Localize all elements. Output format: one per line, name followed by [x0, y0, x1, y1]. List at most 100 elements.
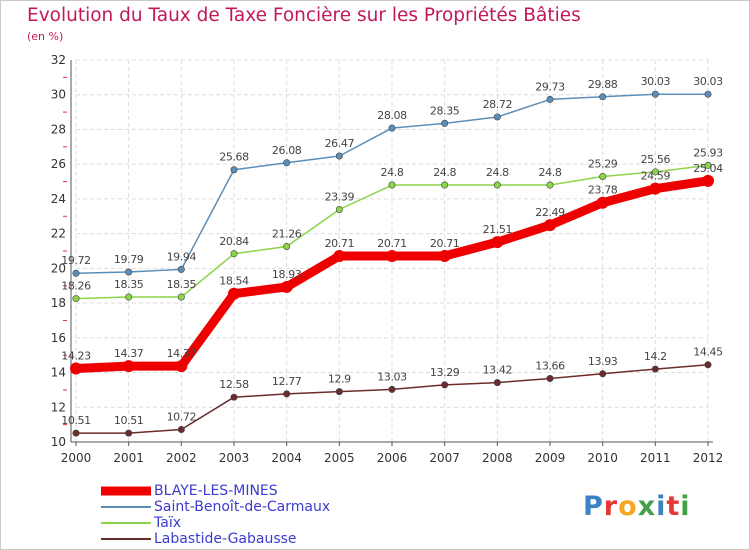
y-tick-label: 24	[51, 192, 66, 206]
data-label: 13.93	[588, 355, 618, 368]
data-label: 19.72	[61, 254, 91, 267]
x-tick-label: 2004	[271, 451, 302, 465]
data-point	[177, 293, 185, 301]
logo-letter: r	[603, 491, 619, 522]
data-label: 26.08	[272, 144, 302, 157]
y-tick-label: 14	[51, 366, 66, 380]
data-label: 24.59	[641, 170, 671, 183]
x-tick-label: 2010	[587, 451, 618, 465]
y-tick-label: 30	[51, 88, 66, 102]
data-point	[544, 219, 556, 232]
data-label: 12.58	[219, 378, 249, 391]
data-point	[72, 429, 80, 437]
logo-letter: i	[656, 491, 667, 522]
legend-label: Labastide-Gabausse	[154, 531, 297, 547]
data-point	[177, 265, 185, 273]
data-point	[72, 269, 80, 277]
y-tick-label: 18	[51, 296, 66, 310]
data-label: 21.26	[272, 227, 302, 240]
data-label: 14.45	[693, 346, 723, 359]
data-point	[283, 390, 291, 398]
data-label: 29.73	[535, 80, 565, 93]
data-label: 13.29	[430, 366, 460, 379]
data-point	[441, 381, 449, 389]
data-label: 20.84	[219, 235, 249, 248]
y-tick-label: 20	[51, 261, 66, 275]
data-point	[651, 365, 659, 373]
data-label: 14.37	[167, 347, 197, 360]
data-label: 20.71	[430, 237, 460, 250]
data-point	[599, 93, 607, 101]
data-point	[72, 295, 80, 303]
x-tick-label: 2003	[219, 451, 250, 465]
data-label: 13.42	[483, 364, 513, 377]
data-label: 18.93	[272, 268, 302, 281]
data-label: 30.03	[693, 75, 723, 88]
logo-letter: i	[680, 491, 691, 522]
proxiti-logo: Proxiti	[583, 491, 691, 522]
data-point	[651, 168, 659, 176]
data-label: 24.8	[381, 166, 404, 179]
data-label: 14.37	[114, 347, 144, 360]
data-label: 23.78	[588, 184, 618, 197]
data-point	[493, 379, 501, 387]
data-label: 25.04	[693, 162, 723, 175]
chart-title: Evolution du Taux de Taxe Foncière sur l…	[27, 5, 581, 26]
data-label: 25.56	[641, 153, 671, 166]
data-point	[70, 362, 82, 375]
logo-letter: o	[618, 491, 638, 522]
data-label: 18.54	[219, 275, 249, 288]
data-point	[333, 250, 346, 263]
logo-letter: t	[666, 491, 681, 522]
data-label: 25.29	[588, 158, 618, 171]
data-point	[230, 393, 238, 401]
x-tick-label: 2006	[377, 451, 408, 465]
legend-label: Saint-Benoît-de-Carmaux	[154, 499, 331, 515]
data-point	[175, 360, 188, 373]
data-label: 18.35	[167, 278, 197, 291]
data-point	[122, 360, 135, 373]
y-tick-label: 28	[51, 122, 66, 136]
data-label: 13.66	[535, 359, 565, 372]
data-point	[228, 287, 240, 300]
data-point	[230, 250, 238, 258]
data-point	[125, 429, 133, 437]
data-point	[335, 206, 343, 214]
logo-letter: x	[637, 491, 657, 522]
data-label: 18.26	[61, 280, 91, 293]
data-point	[546, 181, 554, 189]
data-label: 24.8	[433, 166, 456, 179]
x-tick-label: 2005	[324, 451, 355, 465]
data-label: 23.39	[325, 191, 355, 204]
data-label: 28.72	[483, 98, 513, 111]
data-label: 21.51	[483, 223, 513, 236]
legend-label: Taïx	[154, 515, 181, 531]
data-point	[651, 90, 659, 98]
data-label: 10.51	[61, 414, 91, 427]
data-point	[546, 95, 554, 103]
legend-swatch	[101, 486, 151, 496]
data-label: 12.9	[328, 373, 351, 386]
x-tick-label: 2000	[61, 451, 92, 465]
data-label: 10.72	[167, 410, 197, 423]
y-axis-unit-label: (en %)	[27, 30, 64, 43]
data-point	[441, 119, 449, 127]
data-point	[125, 293, 133, 301]
data-point	[649, 182, 662, 195]
data-point	[704, 90, 712, 98]
data-point	[599, 370, 607, 378]
data-point	[704, 361, 712, 369]
data-label: 25.93	[693, 146, 723, 159]
data-label: 30.03	[641, 75, 671, 88]
data-label: 29.88	[588, 78, 618, 91]
legend-swatch	[101, 522, 151, 524]
x-tick-label: 2009	[535, 451, 566, 465]
data-label: 22.49	[535, 206, 565, 219]
y-tick-label: 10	[51, 435, 66, 449]
data-label: 19.79	[114, 253, 144, 266]
y-tick-label: 32	[51, 53, 66, 67]
data-label: 28.08	[377, 109, 407, 122]
data-point	[283, 242, 291, 250]
